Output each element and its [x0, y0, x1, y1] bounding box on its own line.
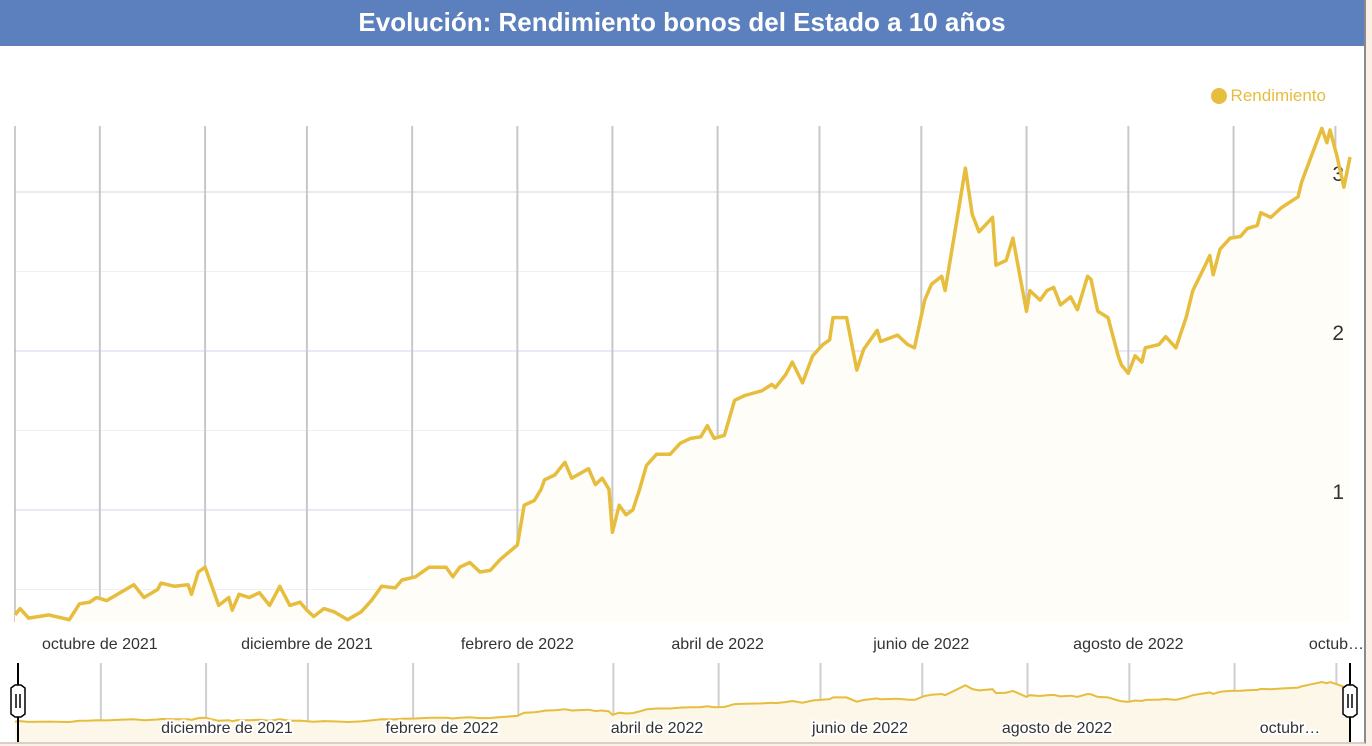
- x-tick-label: diciembre de 2021: [241, 636, 373, 653]
- y-tick-label: 3: [1332, 163, 1344, 186]
- y-tick-label: 2: [1332, 322, 1344, 345]
- y-tick-label: 1: [1332, 481, 1344, 504]
- navigator-area: [15, 682, 1350, 742]
- x-tick-label: febrero de 2022: [461, 636, 574, 653]
- navigator-line: [14, 680, 1351, 724]
- navigator-label: febrero de 2022: [386, 720, 499, 737]
- navigator-label: abril de 2022: [611, 720, 704, 737]
- navigator[interactable]: diciembre de 2021 febrero de 2022 abril de…: [10, 663, 1358, 742]
- navigator-handle-right[interactable]: [1342, 663, 1358, 742]
- grip-icon: [1342, 684, 1358, 718]
- navigator-label: diciembre de 2021: [161, 720, 293, 737]
- navigator-label: agosto de 2022: [1002, 720, 1112, 737]
- x-tick-label: agosto de 2022: [1073, 636, 1183, 653]
- grip-icon: [10, 684, 26, 718]
- navigator-label: junio de 2022: [811, 720, 908, 737]
- x-tick-label: octubre de 2021: [42, 636, 158, 653]
- legend-item-rendimiento[interactable]: Rendimiento: [1210, 86, 1326, 106]
- navigator-label: octubr…: [1260, 720, 1320, 737]
- x-tick-label: abril de 2022: [671, 636, 764, 653]
- x-tick-label: octub…: [1309, 636, 1364, 653]
- x-tick-label: junio de 2022: [872, 636, 969, 653]
- legend-label: Rendimiento: [1230, 86, 1326, 105]
- legend-dot-icon: [1210, 88, 1227, 104]
- series-line-rendimiento: [13, 126, 1352, 622]
- chart-title: Evolución: Rendimiento bonos del Estado …: [0, 0, 1364, 46]
- navigator-handle-left[interactable]: [10, 663, 26, 742]
